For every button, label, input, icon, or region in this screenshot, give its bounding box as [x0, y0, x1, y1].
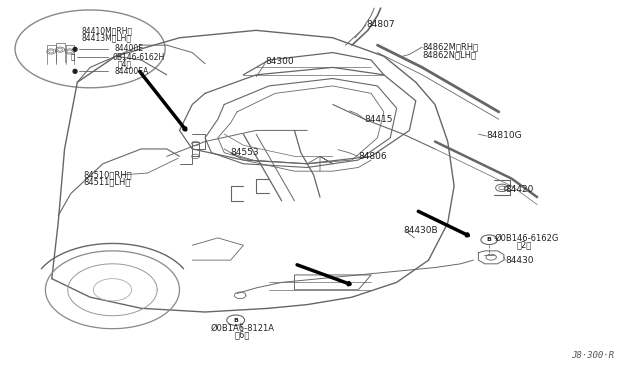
- Text: 84511（LH）: 84511（LH）: [84, 178, 131, 187]
- Text: 84862M（RH）: 84862M（RH）: [422, 42, 478, 51]
- Text: 84400E: 84400E: [115, 44, 143, 53]
- Text: J8·300·R: J8·300·R: [571, 351, 614, 360]
- Text: 0B146-6162H: 0B146-6162H: [113, 52, 164, 61]
- Text: （6）: （6）: [234, 330, 250, 340]
- Text: （2）: （2）: [516, 241, 532, 250]
- Text: 84400EA: 84400EA: [115, 67, 148, 76]
- Text: B: B: [487, 237, 492, 242]
- Text: Ⓢ: Ⓢ: [71, 54, 75, 60]
- Text: 84415: 84415: [365, 115, 393, 124]
- Text: （4）: （4）: [118, 59, 132, 68]
- Text: 84510（RH）: 84510（RH）: [84, 170, 132, 179]
- Text: 84807: 84807: [366, 20, 395, 29]
- Text: 84806: 84806: [358, 152, 387, 161]
- Text: 84862N（LH）: 84862N（LH）: [422, 50, 476, 59]
- Text: Ø0B1A6-8121A: Ø0B1A6-8121A: [210, 324, 274, 333]
- Text: ●: ●: [72, 46, 78, 52]
- Text: B: B: [233, 318, 238, 323]
- Text: 84810G: 84810G: [486, 131, 522, 141]
- Text: 84420: 84420: [505, 185, 534, 194]
- Text: Ø0B146-6162G: Ø0B146-6162G: [494, 233, 559, 243]
- Text: 84430: 84430: [505, 256, 534, 264]
- Text: 84410M（RH）: 84410M（RH）: [82, 26, 133, 36]
- Text: ●: ●: [72, 68, 78, 74]
- Text: 84553: 84553: [230, 148, 259, 157]
- Text: 84430B: 84430B: [403, 226, 438, 235]
- Text: 84413M（LH）: 84413M（LH）: [82, 33, 132, 42]
- Text: 84300: 84300: [266, 57, 294, 66]
